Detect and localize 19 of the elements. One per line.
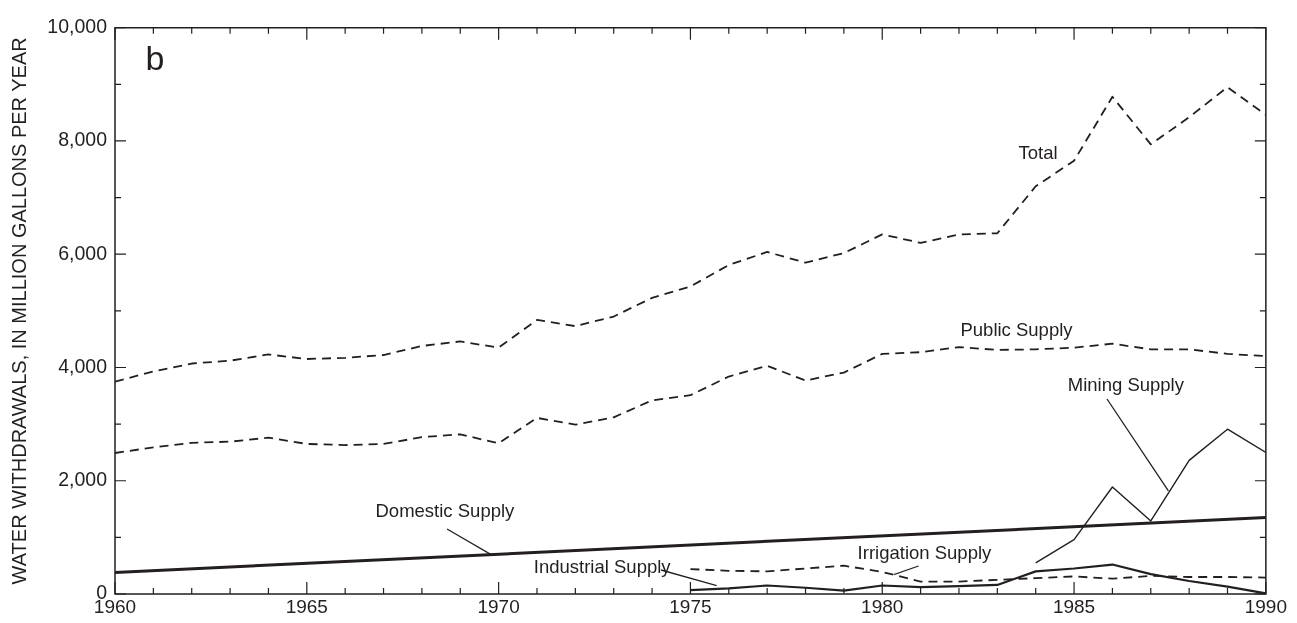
series-label: Irrigation Supply (857, 542, 993, 564)
series-label: Domestic Supply (375, 500, 516, 522)
x-tick-label: 1990 (1244, 595, 1288, 617)
y-tick-label: 8,000 (58, 128, 108, 151)
annotation: b (145, 39, 165, 78)
x-tick-label: 1980 (861, 595, 904, 617)
y-tick-label: 10,000 (47, 15, 108, 38)
x-tick-label: 1975 (669, 595, 712, 617)
y-axis-title: WATER WITHDRAWALS, IN MILLION GALLONS PER YEAR (7, 37, 30, 585)
y-tick-label: 6,000 (58, 241, 108, 264)
y-tick-label: 4,000 (58, 354, 108, 377)
series-label: Public Supply (960, 319, 1074, 341)
x-tick-label: 1985 (1052, 595, 1096, 617)
x-tick-label: 1970 (477, 595, 520, 617)
text: Mining Supply (1067, 374, 1185, 396)
series-label: Total (1018, 141, 1058, 163)
x-tick-label: 1965 (285, 595, 328, 617)
series-label: Industrial Supply (533, 556, 672, 578)
y-tick-label: 2,000 (58, 468, 108, 491)
